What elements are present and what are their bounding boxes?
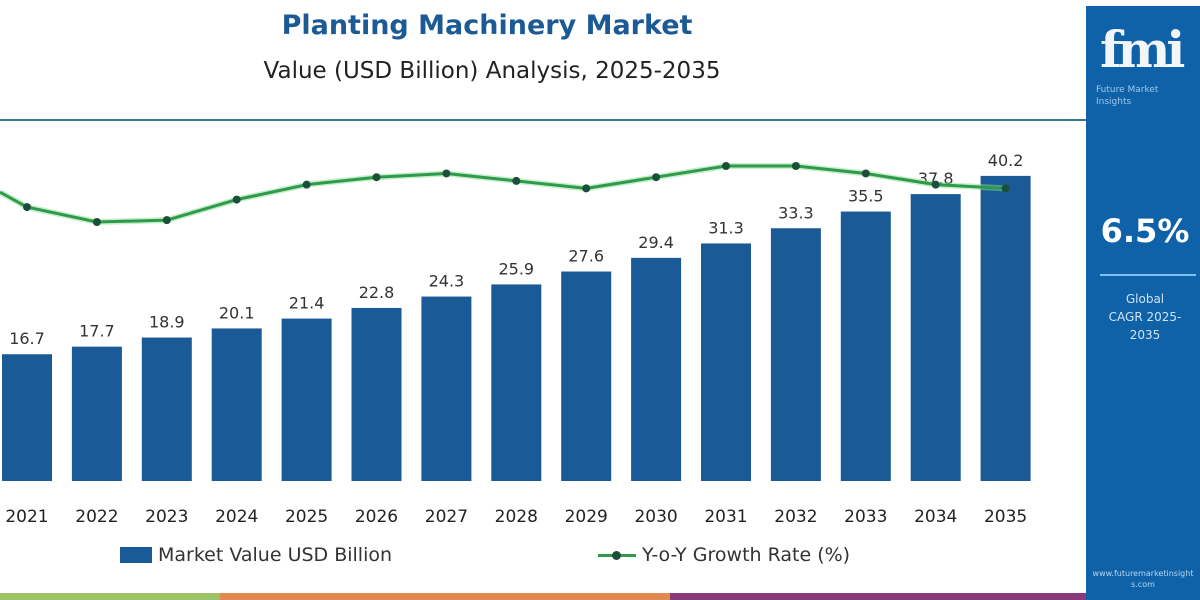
x-tick-label: 2030 [634,507,677,527]
growth-point-2021 [23,203,31,212]
bar-2033 [840,211,891,481]
title-divider [0,119,1086,121]
logo-subtitle: Future Market Insights [1096,85,1159,107]
x-tick-label: 2034 [914,507,957,527]
bar-value-label: 24.3 [429,272,465,291]
bar-2026 [351,307,402,481]
cagr-panel: fmi Future Market Insights 6.5% Global C… [1086,6,1200,600]
x-tick-label: 2023 [145,507,188,527]
growth-point-2025 [302,180,311,189]
bar-2035 [980,175,1031,481]
bar-value-label: 29.4 [638,233,674,252]
growth-point-2032 [791,162,800,170]
website-link[interactable]: www.futuremarketinsights.com [1092,569,1194,589]
bar-2031 [701,243,751,481]
bar-value-label: 27.6 [568,247,604,266]
bar-2021 [2,354,52,481]
bar-2022 [71,346,122,481]
growth-line [0,164,1006,224]
bar-2032 [770,228,821,481]
x-tick-label: 2021 [5,507,48,527]
x-tick-label: 2027 [425,507,468,527]
bar-2023 [141,337,192,481]
legend-bar-swatch [120,547,152,563]
bar-value-label: 40.2 [988,151,1024,170]
bar-value-label: 21.4 [289,294,325,313]
x-tick-label: 2032 [774,507,817,527]
growth-point-2033 [861,169,870,178]
color-strip [0,593,1086,600]
bar-value-label: 16.7 [9,329,45,348]
chart-plot: 16.7 2021 17.7 2022 18.9 2023 20.1 2024 21.4 2025… [0,151,1031,527]
fmi-logo: fmi [1100,20,1185,79]
bar-2027 [421,296,472,481]
x-tick-label: 2035 [984,507,1027,527]
legend-bar: Market Value USD Billion [120,544,392,566]
bar-value-label: 22.8 [359,283,395,302]
growth-point-2030 [652,173,661,182]
growth-point-2022 [92,218,101,226]
bar-2024 [211,328,262,481]
x-tick-label: 2031 [704,507,747,527]
growth-point-2027 [442,169,451,178]
legend-bar-label: Market Value USD Billion [158,544,393,566]
growth-point-2024 [232,195,241,204]
bar-value-label: 18.9 [149,313,185,332]
chart-subtitle: Value (USD Billion) Analysis, 2025-2035 [263,58,721,84]
x-tick-label: 2024 [215,507,258,527]
x-tick-label: 2028 [495,507,538,527]
x-tick-label: 2026 [355,507,398,527]
bar-value-label: 17.7 [79,322,115,341]
cagr-value: 6.5% [1100,212,1190,250]
bar-2034 [910,194,961,481]
legend-line-swatch [598,550,636,560]
growth-point-2034 [931,180,940,189]
cagr-label-line2: CAGR 2025-2035 [1108,310,1182,342]
growth-point-2035 [1001,184,1010,193]
bar-value-label: 25.9 [498,259,534,278]
x-tick-label: 2022 [75,507,118,527]
bar-value-label: 20.1 [219,303,255,322]
x-tick-label: 2025 [285,507,328,527]
growth-point-2026 [372,173,381,182]
cagr-label: Global CAGR 2025-2035 [1094,290,1196,344]
growth-point-2031 [722,162,730,170]
bar-value-label: 33.3 [778,203,814,222]
chart-title: Planting Machinery Market [281,10,693,41]
bar-2028 [491,284,542,481]
growth-point-2023 [162,216,171,225]
legend-line-label: Y-o-Y Growth Rate (%) [642,544,851,566]
bar-value-label: 31.3 [708,218,744,237]
panel-divider [1100,274,1196,276]
cagr-label-line1: Global [1125,292,1165,306]
legend-line: Y-o-Y Growth Rate (%) [598,544,850,566]
x-tick-label: 2033 [844,507,887,527]
growth-point-2029 [582,184,591,193]
bar-value-label: 35.5 [848,187,884,206]
bar-2025 [281,318,332,481]
x-tick-label: 2029 [565,507,608,527]
bar-2030 [631,257,682,481]
growth-point-2028 [512,176,521,185]
bar-2029 [561,271,612,481]
